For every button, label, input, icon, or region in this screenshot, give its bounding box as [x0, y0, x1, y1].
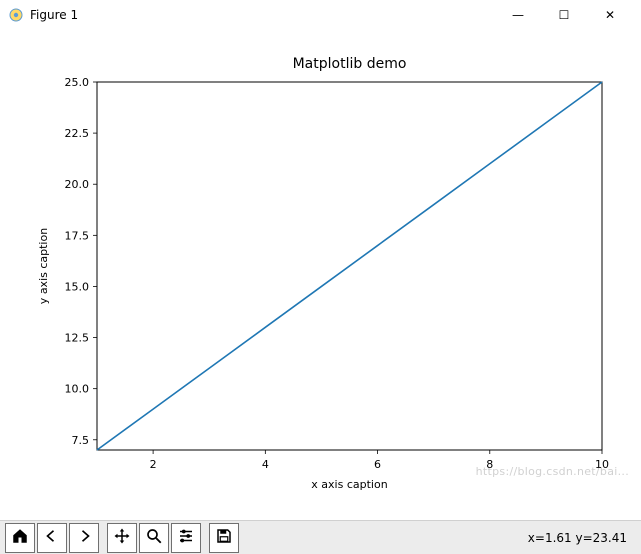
back-icon: [43, 527, 61, 549]
svg-text:7.5: 7.5: [72, 434, 90, 447]
configure-button[interactable]: [171, 523, 201, 553]
x-axis-label: x axis caption: [311, 478, 387, 491]
svg-text:10: 10: [595, 458, 609, 471]
chart-title: Matplotlib demo: [293, 56, 407, 72]
svg-text:2: 2: [150, 458, 157, 471]
minimize-button[interactable]: —: [495, 0, 541, 30]
svg-text:12.5: 12.5: [65, 332, 90, 345]
window-title: Figure 1: [30, 8, 78, 22]
save-button[interactable]: [209, 523, 239, 553]
navigation-toolbar: x=1.61 y=23.41: [0, 520, 641, 554]
save-icon: [215, 527, 233, 549]
zoom-button[interactable]: [139, 523, 169, 553]
close-button[interactable]: ✕: [587, 0, 633, 30]
svg-text:25.0: 25.0: [65, 76, 90, 89]
svg-text:10.0: 10.0: [65, 383, 90, 396]
titlebar: Figure 1 — ☐ ✕: [0, 0, 641, 30]
svg-text:8: 8: [486, 458, 493, 471]
figure-window: Figure 1 — ☐ ✕ Matplotlib demo 2 4 6 8 10 7.5 1…: [0, 0, 641, 554]
home-icon: [11, 527, 29, 549]
svg-text:22.5: 22.5: [65, 127, 90, 140]
svg-text:20.0: 20.0: [65, 178, 90, 191]
maximize-button[interactable]: ☐: [541, 0, 587, 30]
move-icon: [113, 527, 131, 549]
app-icon: [8, 7, 24, 23]
svg-text:15.0: 15.0: [65, 280, 90, 293]
move-button[interactable]: [107, 523, 137, 553]
figure-canvas[interactable]: Matplotlib demo 2 4 6 8 10 7.5 10.0 12.5 15.0 17.5…: [0, 30, 641, 520]
forward-icon: [75, 527, 93, 549]
home-button[interactable]: [5, 523, 35, 553]
svg-text:4: 4: [262, 458, 269, 471]
zoom-icon: [145, 527, 163, 549]
svg-text:6: 6: [374, 458, 381, 471]
forward-button[interactable]: [69, 523, 99, 553]
back-button[interactable]: [37, 523, 67, 553]
configure-icon: [177, 527, 195, 549]
svg-text:17.5: 17.5: [65, 229, 90, 242]
y-axis-label: y axis caption: [37, 228, 50, 304]
cursor-coords: x=1.61 y=23.41: [528, 531, 637, 545]
